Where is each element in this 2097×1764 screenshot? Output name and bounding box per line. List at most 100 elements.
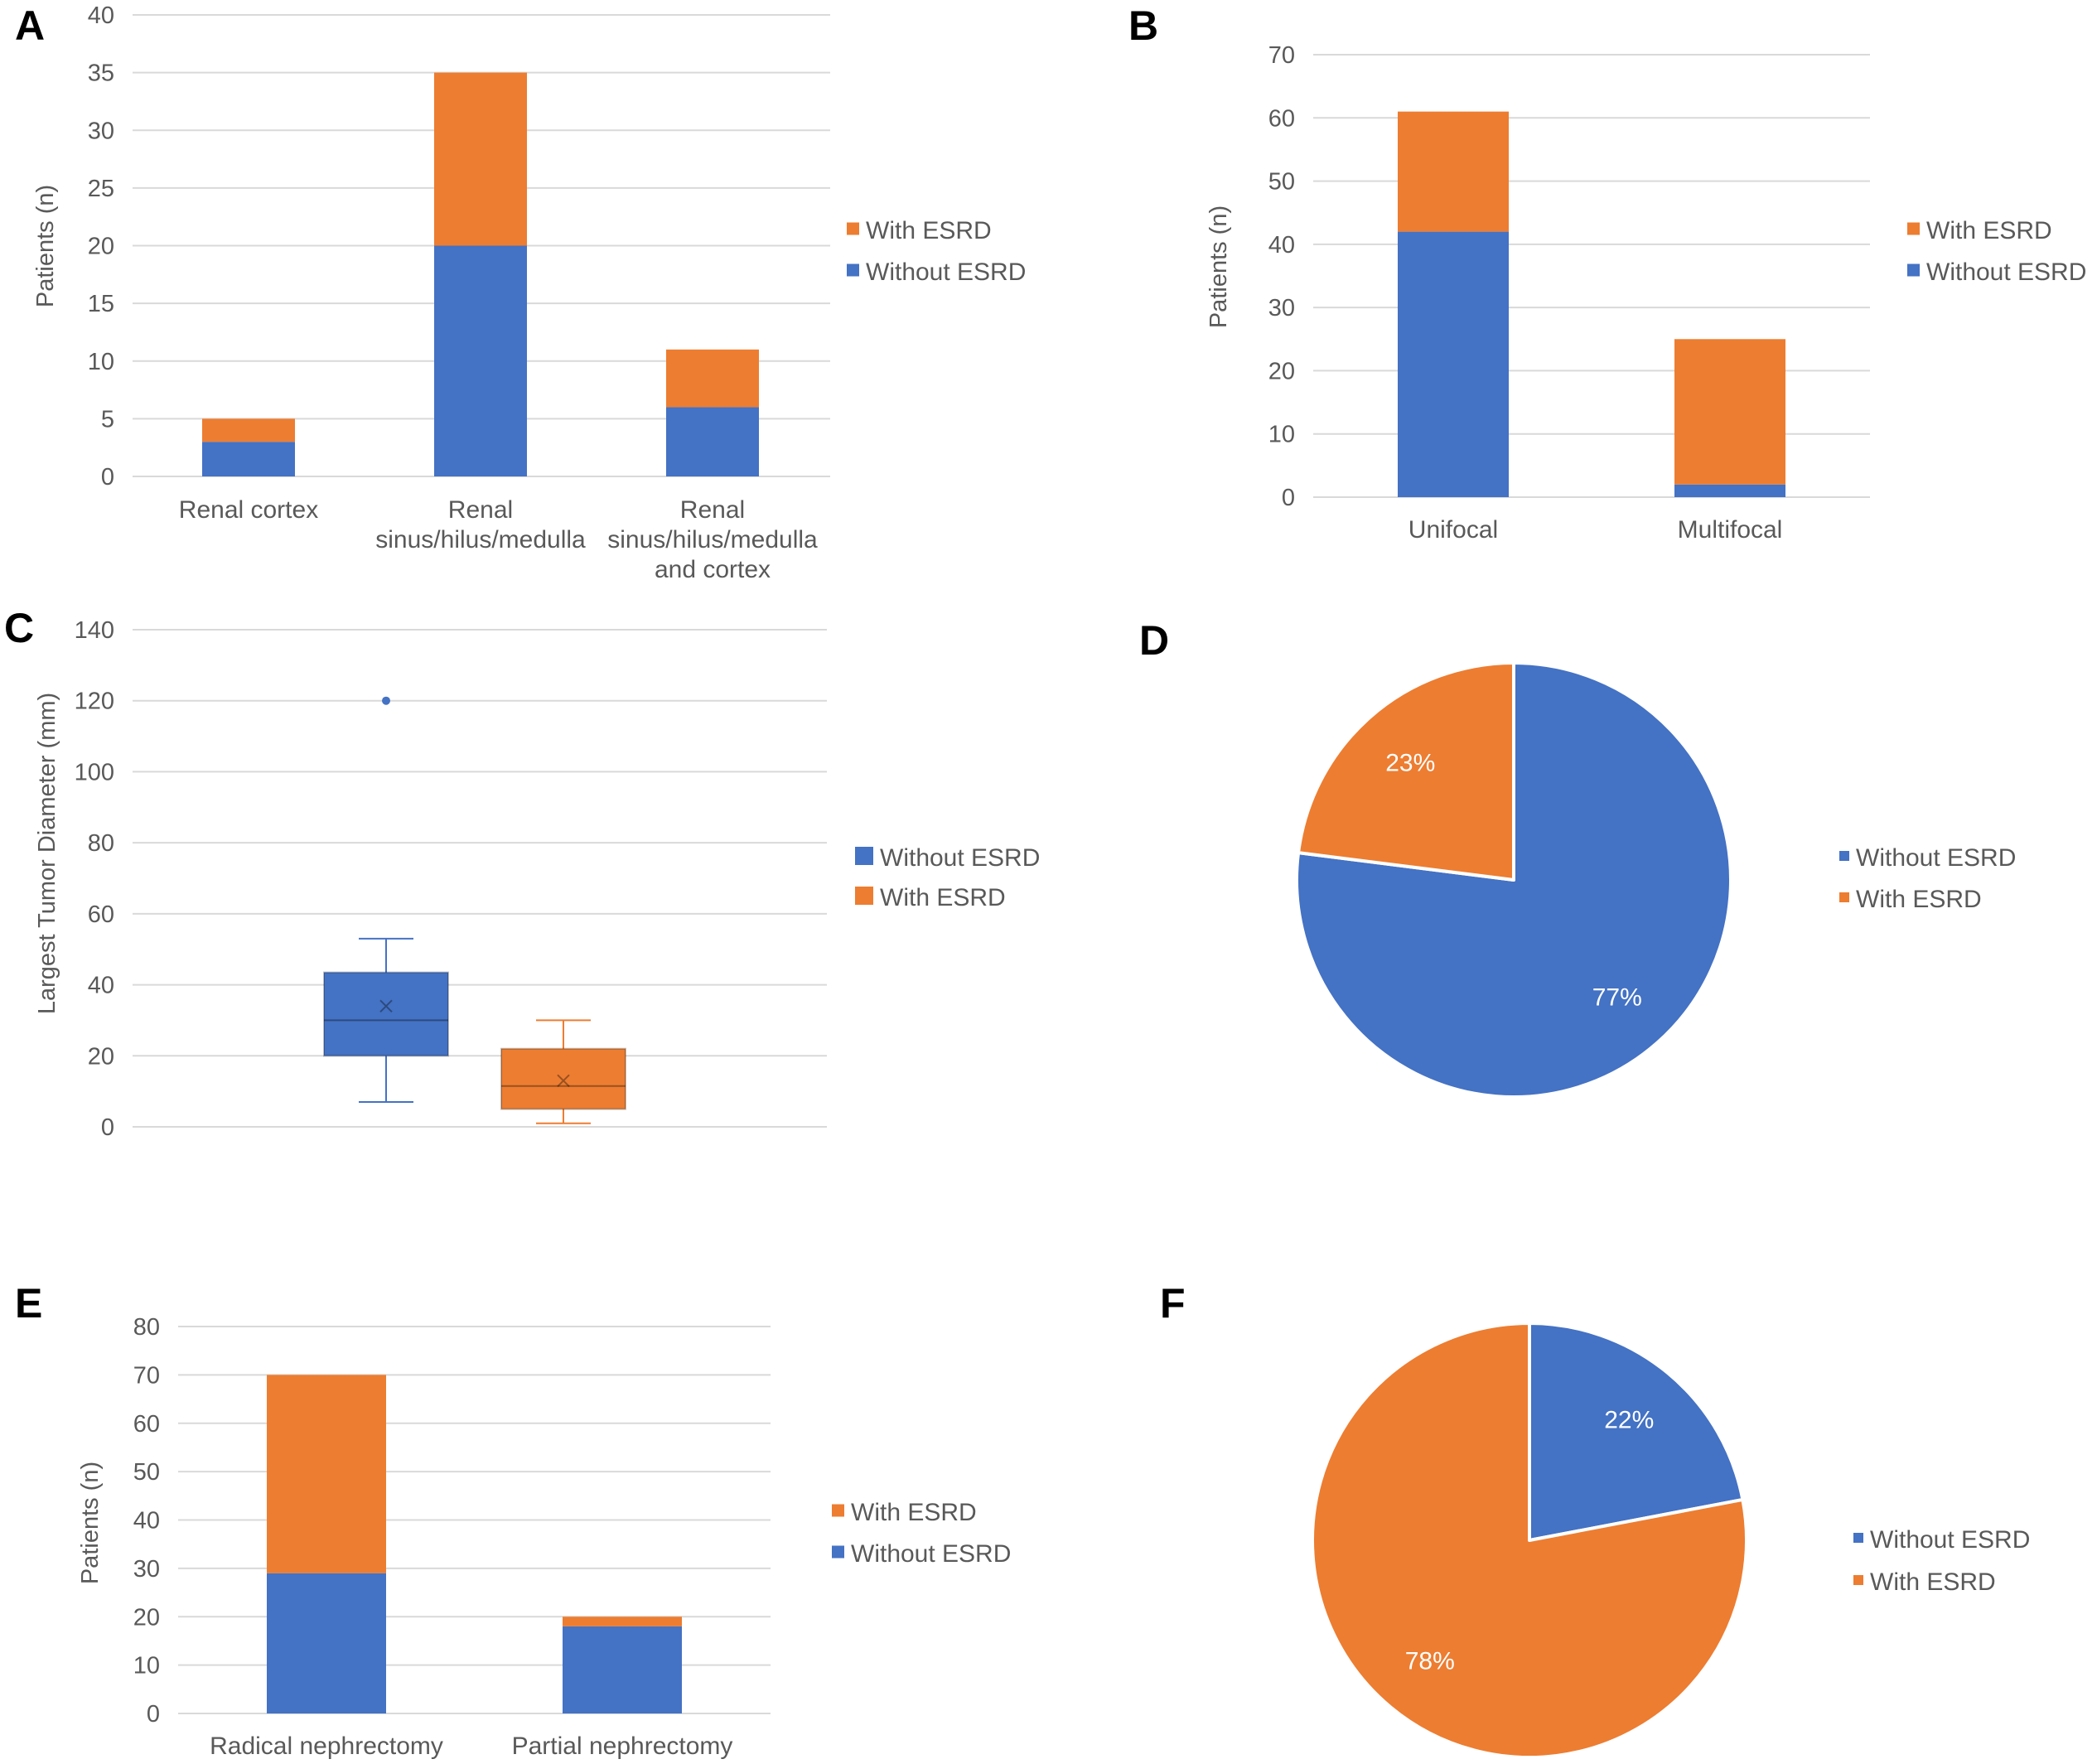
y-tick-label: 40	[1268, 232, 1295, 259]
box-iqr	[323, 971, 449, 1057]
panel-label: D	[1139, 617, 1169, 664]
legend-swatch	[832, 1545, 844, 1559]
x-category-label: Unifocal	[1408, 516, 1498, 544]
legend-label: With ESRD	[1856, 886, 1982, 913]
bar-segment	[267, 1375, 386, 1573]
y-axis-label: Largest Tumor Diameter (mm)	[34, 693, 60, 1014]
legend-label: With ESRD	[1926, 217, 2052, 244]
legend-swatch	[1853, 1533, 1863, 1543]
y-tick-label: 60	[1268, 105, 1295, 132]
y-tick-label: 40	[88, 973, 114, 999]
legend-label: Without ESRD	[1926, 259, 2086, 286]
y-tick-label: 20	[88, 234, 114, 260]
bar-segment	[1398, 111, 1509, 232]
y-tick-label: 35	[88, 60, 114, 87]
x-category-label: Renal cortex	[179, 496, 318, 524]
y-tick-label: 10	[133, 1653, 160, 1679]
legend-swatch	[847, 263, 859, 277]
bar-segment	[1674, 339, 1785, 485]
y-tick-label: 40	[133, 1508, 160, 1534]
pie-data-label: 77%	[1592, 984, 1642, 1012]
y-tick-label: 25	[88, 176, 114, 202]
y-tick-label: 0	[101, 1114, 114, 1141]
panel-label: B	[1128, 2, 1158, 49]
panel-label: E	[15, 1280, 42, 1327]
outlier-point	[382, 696, 390, 705]
pie-slice	[1528, 1322, 1745, 1542]
x-category-label: and cortex	[655, 556, 771, 583]
y-tick-label: 20	[88, 1043, 114, 1070]
x-category-label: sinus/hilus/medulla	[375, 526, 586, 553]
y-tick-label: 0	[1282, 485, 1295, 511]
y-tick-label: 50	[1268, 169, 1295, 196]
y-tick-label: 50	[133, 1459, 160, 1486]
y-tick-label: 70	[133, 1362, 160, 1389]
bar-segment	[563, 1617, 682, 1626]
y-axis-label: Patients (n)	[32, 185, 59, 307]
mean-marker	[379, 999, 393, 1012]
legend-swatch	[1839, 851, 1849, 861]
bar-segment	[666, 407, 759, 476]
x-category-label: Radical nephrectomy	[210, 1733, 443, 1760]
x-category-label: Partial nephrectomy	[512, 1733, 733, 1760]
bar-segment	[434, 72, 527, 246]
legend-swatch	[1907, 263, 1920, 277]
y-tick-label: 30	[88, 118, 114, 144]
y-tick-label: 30	[1268, 295, 1295, 321]
x-category-label: sinus/hilus/medulla	[607, 526, 818, 553]
pie-data-label: 23%	[1385, 749, 1435, 776]
y-tick-label: 15	[88, 291, 114, 317]
legend-swatch	[1839, 892, 1849, 902]
legend-swatch	[855, 887, 873, 905]
pie-slice	[1297, 661, 1515, 882]
legend-label: With ESRD	[866, 217, 992, 244]
y-tick-label: 40	[88, 2, 114, 29]
legend-label: With ESRD	[1870, 1568, 1996, 1596]
y-tick-label: 60	[88, 901, 114, 928]
y-tick-label: 0	[147, 1701, 160, 1728]
y-axis-label: Patients (n)	[1206, 205, 1232, 328]
pie-data-label: 78%	[1405, 1647, 1455, 1675]
y-tick-label: 5	[101, 406, 114, 433]
y-tick-label: 80	[133, 1314, 160, 1341]
y-tick-label: 10	[88, 349, 114, 375]
box-iqr	[500, 1047, 626, 1110]
bar-segment	[434, 245, 527, 476]
legend-swatch	[1853, 1575, 1863, 1585]
y-tick-label: 20	[1268, 358, 1295, 384]
legend-label: Without ESRD	[1870, 1526, 2030, 1554]
y-tick-label: 20	[133, 1604, 160, 1631]
x-category-label: Renal	[680, 496, 745, 524]
pie-data-label: 22%	[1604, 1407, 1654, 1434]
legend-swatch	[832, 1504, 844, 1517]
x-category-label: Multifocal	[1678, 516, 1783, 544]
bar-segment	[563, 1626, 682, 1713]
bar-segment	[267, 1573, 386, 1713]
legend-label: Without ESRD	[880, 844, 1040, 872]
bar-segment	[1398, 231, 1509, 497]
y-tick-label: 100	[75, 759, 114, 785]
y-tick-label: 60	[133, 1411, 160, 1438]
legend-swatch	[1907, 222, 1920, 235]
y-tick-label: 30	[133, 1556, 160, 1583]
x-category-label: Renal	[448, 496, 513, 524]
y-tick-label: 70	[1268, 42, 1295, 69]
y-tick-label: 120	[75, 689, 114, 715]
bar-segment	[202, 418, 295, 442]
mean-marker	[557, 1074, 570, 1087]
legend-label: With ESRD	[880, 884, 1006, 911]
y-tick-label: 0	[101, 464, 114, 491]
panel-label: A	[15, 2, 45, 49]
y-axis-label: Patients (n)	[77, 1462, 104, 1584]
y-tick-label: 80	[88, 830, 114, 857]
y-tick-label: 140	[75, 617, 114, 644]
bar-segment	[1674, 484, 1785, 497]
pie-slice	[1311, 1322, 1748, 1759]
panel-label: C	[4, 605, 34, 651]
legend-label: Without ESRD	[1856, 844, 2016, 872]
legend-label: Without ESRD	[866, 259, 1026, 286]
bar-segment	[666, 349, 759, 408]
bar-segment	[202, 442, 295, 476]
legend-label: With ESRD	[851, 1499, 977, 1526]
